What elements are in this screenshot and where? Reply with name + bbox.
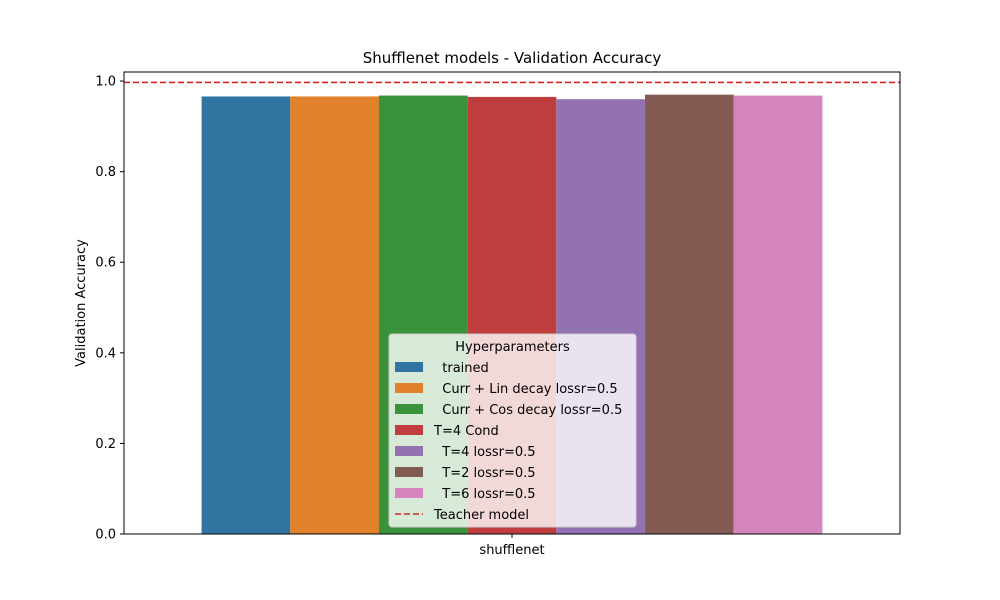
bar-2	[290, 96, 379, 534]
legend-label-2: Curr + Lin decay lossr=0.5	[434, 382, 618, 397]
bar-7	[733, 95, 823, 534]
legend-label-3: Curr + Cos decay lossr=0.5	[434, 403, 622, 418]
y-tick-label-4: 0.8	[95, 165, 116, 180]
legend-swatch-3	[395, 404, 423, 414]
legend-swatch-6	[395, 467, 423, 477]
y-tick-label-3: 0.6	[95, 256, 116, 271]
y-tick-label-5: 1.0	[95, 75, 116, 90]
legend-title: Hyperparameters	[455, 340, 570, 355]
legend-box	[388, 333, 637, 528]
bar-6	[645, 94, 734, 534]
legend-label-5: T=4 lossr=0.5	[434, 445, 536, 460]
x-axis: shufflenet	[479, 534, 545, 558]
y-tick-label-1: 0.2	[95, 437, 116, 452]
legend-swatch-5	[395, 446, 423, 456]
bar-1	[201, 96, 291, 534]
legend-swatch-7	[395, 488, 423, 498]
y-axis: 0.0 0.2 0.4 0.6 0.8 1.0	[95, 75, 124, 543]
legend: Hyperparameters trained Curr + Lin decay…	[388, 333, 637, 528]
y-axis-label: Validation Accuracy	[74, 239, 89, 367]
y-tick-label-2: 0.4	[95, 346, 116, 361]
legend-swatch-1	[395, 362, 423, 372]
legend-label-teacher: Teacher model	[433, 508, 529, 523]
chart-title: Shufflenet models - Validation Accuracy	[363, 49, 662, 67]
legend-label-1: trained	[434, 361, 489, 376]
x-tick-label-0: shufflenet	[479, 543, 544, 558]
legend-label-7: T=6 lossr=0.5	[434, 487, 536, 502]
legend-swatch-4	[395, 425, 423, 435]
legend-swatch-2	[395, 383, 423, 393]
legend-label-6: T=2 lossr=0.5	[434, 466, 536, 481]
legend-label-4: T=4 Cond	[433, 424, 499, 439]
y-tick-label-0: 0.0	[95, 528, 116, 543]
